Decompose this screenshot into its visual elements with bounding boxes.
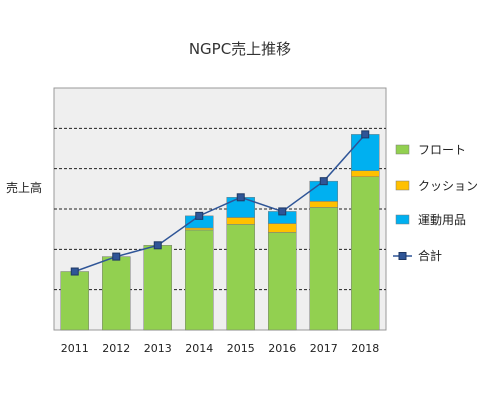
bar-2013-series-0 bbox=[143, 245, 172, 331]
bars bbox=[60, 134, 380, 331]
bar-2016-series-0 bbox=[268, 232, 297, 331]
legend-label-2: 運動用品 bbox=[418, 213, 466, 227]
x-tick-2013: 2013 bbox=[144, 342, 172, 355]
total-point-2011 bbox=[70, 267, 79, 276]
total-line bbox=[70, 130, 370, 276]
x-tick-2011: 2011 bbox=[61, 342, 89, 355]
total-point-2018 bbox=[361, 130, 370, 139]
total-point-2013 bbox=[153, 241, 162, 250]
bar-2018-series-1 bbox=[351, 170, 380, 177]
bar-2014-series-1 bbox=[185, 227, 214, 231]
total-point-2017 bbox=[319, 177, 328, 186]
legend-label-1: クッション bbox=[418, 179, 478, 193]
bar-2018-series-0 bbox=[351, 176, 380, 331]
bar-2017-series-0 bbox=[309, 207, 338, 331]
total-point-2015 bbox=[236, 193, 245, 202]
legend-swatch-0 bbox=[395, 144, 410, 155]
total-point-2012 bbox=[112, 252, 121, 261]
legend-label-0: フロート bbox=[418, 143, 466, 157]
bar-2014-series-0 bbox=[185, 229, 214, 331]
bar-2015-series-1 bbox=[226, 217, 255, 225]
bar-2012-series-0 bbox=[102, 256, 131, 331]
x-tick-2015: 2015 bbox=[227, 342, 255, 355]
x-tick-2017: 2017 bbox=[310, 342, 338, 355]
legend-swatch-2 bbox=[395, 214, 410, 225]
x-tick-2018: 2018 bbox=[351, 342, 379, 355]
bar-2011-series-0 bbox=[60, 271, 89, 331]
x-axis-ticks: 2011 2012 2013 2014 2015 2016 2017 2018 bbox=[61, 342, 380, 355]
bar-2018-series-2 bbox=[351, 134, 380, 171]
legend-label-3: 合計 bbox=[418, 248, 442, 263]
x-tick-2012: 2012 bbox=[102, 342, 130, 355]
bar-2017-series-1 bbox=[309, 201, 338, 208]
y-axis-label: 売上高 bbox=[6, 180, 42, 195]
bar-2016-series-1 bbox=[268, 223, 297, 233]
chart-title: NGPC売上推移 bbox=[189, 40, 291, 58]
legend-swatch-1 bbox=[395, 180, 410, 191]
total-point-2016 bbox=[278, 207, 287, 216]
x-tick-2014: 2014 bbox=[185, 342, 213, 355]
total-line-path bbox=[74, 133, 366, 273]
bar-2015-series-0 bbox=[226, 224, 255, 331]
x-tick-2016: 2016 bbox=[268, 342, 296, 355]
total-point-2014 bbox=[195, 211, 204, 220]
legend-marker-3 bbox=[398, 252, 407, 260]
